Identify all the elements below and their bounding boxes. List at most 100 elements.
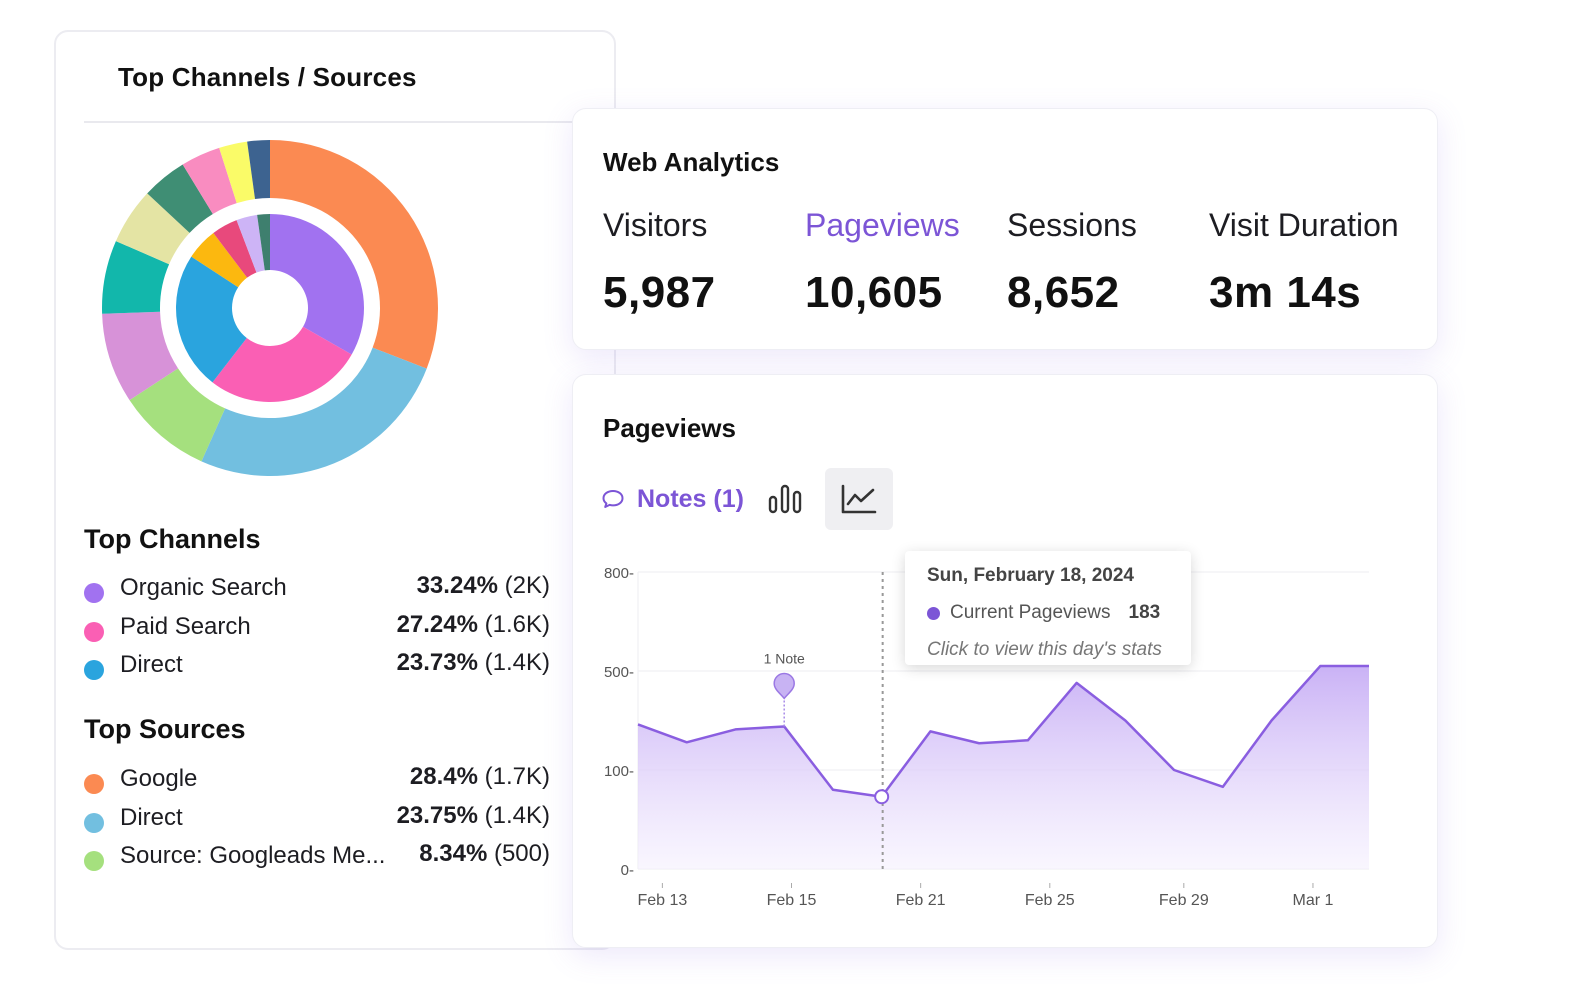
metric-label: Pageviews [805,207,960,243]
donut-slice[interactable] [236,214,265,273]
metric-visit-duration[interactable]: Visit Duration 3m 14s [1209,207,1399,318]
donut-slice[interactable] [247,140,270,200]
tooltip-series-name: Current Pageviews [950,602,1111,623]
y-axis-ticks: 0- 100- 500- 800- [604,565,634,879]
comment-icon [602,490,624,508]
legend-value: 23.75% (1.4K) [397,802,550,830]
metric-sessions[interactable]: Sessions 8,652 [1007,207,1137,318]
legend-value: 27.24% (1.6K) [397,611,550,639]
donut-slice[interactable] [213,220,257,278]
top-sources-list: Google 28.4% (1.7K) Direct 23.75% (1.4K)… [84,763,550,879]
donut-slice[interactable] [219,141,256,204]
series-line [637,664,1369,798]
donut-slice[interactable] [201,347,427,476]
metric-value: 5,987 [603,268,716,317]
donut-slice[interactable] [129,368,226,462]
legend-item[interactable]: Google 28.4% (1.7K) [84,763,550,802]
legend-count: (500) [493,840,550,867]
bar-chart-toggle[interactable] [761,477,809,521]
legend-count: (1.7K) [484,763,550,790]
x-tick-label: Feb 13 [637,892,687,909]
legend-value: 23.73% (1.4K) [397,649,550,677]
tooltip-date: Sun, February 18, 2024 [927,565,1134,586]
legend-percent: 27.24% [396,610,478,638]
legend-count: (1.4K) [484,801,550,829]
x-tick-label: Feb 15 [767,892,817,909]
top-channels-list: Organic Search 33.24% (2K) Paid Search 2… [84,572,550,688]
donut-slice[interactable] [147,164,213,233]
legend-dot [84,660,104,680]
web-analytics-card: Web Analytics Visitors 5,987 Pageviews 1… [572,108,1438,350]
divider [84,121,604,123]
legend-item[interactable]: Paid Search 27.24% (1.6K) [84,611,550,650]
pageviews-card: 0- 100- 500- 800- Feb 13 Feb 15 Feb 21 Feb 25 F… [572,374,1438,948]
legend-dot [84,583,104,603]
legend-count: (1.6K) [484,610,550,638]
donut-slice[interactable] [212,326,352,402]
metric-value: 3m 14s [1209,268,1362,317]
legend-label: Paid Search [120,612,251,640]
notes-button[interactable]: Notes (1) [601,481,744,517]
top-sources-title: Top Sources [84,714,246,744]
note-label: 1 Note [764,650,805,666]
hover-point [874,789,890,805]
donut-slice[interactable] [102,241,170,314]
y-tick-label: 500- [604,664,634,681]
x-tick-label: Feb 25 [1025,892,1075,909]
line-chart-toggle[interactable] [825,468,893,530]
channels-donut-chart[interactable] [100,138,440,478]
legend-label: Direct [120,651,183,678]
donut-slice[interactable] [257,214,270,271]
legend-item[interactable]: Source: Googleads Me... 8.34% (500) [84,840,550,879]
legend-percent: 23.73% [396,649,478,676]
legend-item[interactable]: Direct 23.75% (1.4K) [84,802,550,841]
legend-label: Organic Search [120,574,287,601]
legend-dot [84,621,104,642]
metric-visitors[interactable]: Visitors 5,987 [603,207,716,318]
x-tick-label: Feb 21 [896,892,946,909]
legend-percent: 23.75% [396,801,478,829]
legend-item[interactable]: Organic Search 33.24% (2K) [84,572,550,611]
note-pin-icon[interactable] [773,672,795,700]
legend-percent: 33.24% [416,572,498,599]
legend-dot [84,774,104,794]
legend-label: Source: Googleads Me... [120,842,386,869]
x-tick-label: Feb 29 [1159,892,1209,909]
legend-item[interactable]: Direct 23.73% (1.4K) [84,649,550,688]
legend-dot [84,812,104,833]
pageviews-area-chart[interactable]: 0-100-500-800- Feb 13 Feb 15 Feb 21 Feb 25 F… [573,375,1439,949]
y-tick-label: 0- [621,862,634,879]
metric-value: 8,652 [1007,268,1120,317]
metric-value: 10,605 [805,268,943,317]
tooltip-series-value: 183 [1128,602,1161,623]
legend-count: (2K) [504,572,550,599]
x-axis-ticks: Feb 13 Feb 15 Feb 21 Feb 25 Feb 29 Mar 1 [637,883,1334,909]
legend-label: Direct [120,803,183,831]
chart-tooltip[interactable]: Sun, February 18, 2024 Current Pageviews… [905,551,1191,665]
donut-slice[interactable] [191,232,248,288]
metric-pageviews[interactable]: Pageviews 10,605 [805,207,960,318]
donut-slice[interactable] [115,193,190,265]
tooltip-hint: Click to view this day's stats [927,639,1162,660]
line-chart-icon [841,484,877,514]
outer-ring [102,140,438,476]
donut-slice[interactable] [270,214,364,355]
legend-percent: 8.34% [419,840,488,867]
tooltip-series: Current Pageviews 183 [927,602,1160,624]
legend-count: (1.4K) [484,649,550,676]
metric-label: Sessions [1007,207,1137,243]
series-dot [927,606,940,620]
legend-value: 33.24% (2K) [417,572,550,600]
donut-slice[interactable] [270,140,438,369]
card-title: Top Channels / Sources [118,62,417,92]
donut-slice[interactable] [102,311,179,401]
donut-slice[interactable] [176,256,247,383]
x-tick-label: Mar 1 [1293,892,1334,909]
inner-ring [176,214,364,402]
note-marker: 1 Note [764,650,805,727]
y-tick-label: 800- [604,565,634,582]
legend-percent: 28.4% [409,763,478,790]
donut-slice[interactable] [182,147,237,215]
bar-chart-icon [768,484,802,514]
area-fill [638,666,1369,869]
